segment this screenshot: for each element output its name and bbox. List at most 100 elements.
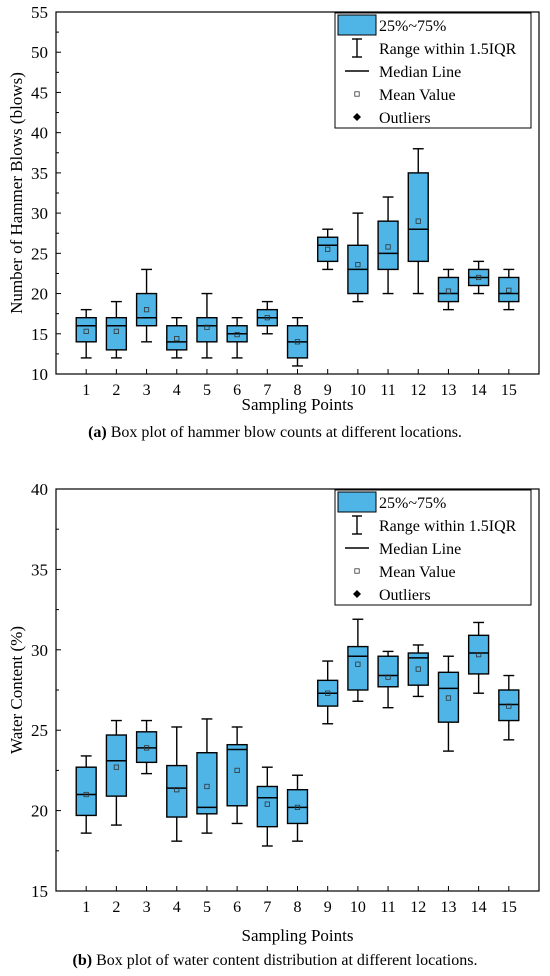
box-iqr	[407, 652, 429, 686]
x-tick-label: 11	[380, 899, 395, 916]
x-tick-label: 13	[440, 899, 456, 916]
x-tick-label: 7	[263, 382, 271, 399]
legend-label-median: Median Line	[379, 541, 461, 558]
box-8	[286, 316, 309, 367]
x-tick-label: 14	[471, 899, 487, 916]
legend: 25%~75% Range within 1.5IQR Median Line Mea…	[334, 489, 532, 606]
y-tick-label: 15	[31, 325, 48, 344]
box-5	[196, 292, 218, 359]
box-iqr	[166, 325, 188, 351]
box-6	[226, 726, 248, 825]
box-iqr	[498, 276, 520, 303]
x-axis-label: Sampling Points	[242, 926, 354, 945]
x-tick-label: 12	[410, 382, 426, 399]
mean-marker	[385, 244, 391, 250]
box-9	[317, 660, 339, 725]
y-tick-label: 15	[31, 882, 48, 901]
box-iqr	[317, 236, 339, 263]
mean-marker	[445, 695, 452, 701]
box-iqr	[286, 788, 309, 825]
x-axis-label: Sampling Points	[242, 395, 354, 414]
mean-marker	[234, 331, 240, 338]
box-12	[407, 148, 429, 295]
x-tick-label: 14	[471, 382, 487, 399]
mean-marker	[506, 287, 512, 293]
x-tick-label: 1	[82, 382, 90, 399]
box-3	[135, 268, 158, 343]
box-iqr	[105, 734, 128, 797]
box-7	[256, 766, 278, 847]
box-iqr	[498, 689, 520, 722]
y-tick-label: 30	[31, 641, 48, 660]
mean-marker	[264, 801, 270, 807]
box-iqr	[135, 731, 158, 764]
mean-marker	[234, 767, 240, 774]
legend-label-mean: Mean Value	[379, 564, 456, 581]
box-1	[75, 755, 97, 834]
mean-marker	[113, 764, 119, 770]
mean-marker	[325, 246, 331, 252]
mean-marker	[476, 652, 482, 658]
mean-marker	[415, 666, 421, 672]
mean-marker	[355, 661, 361, 667]
caption-label: (b)	[73, 952, 93, 969]
box-iqr	[347, 645, 369, 691]
x-tick-label: 9	[324, 899, 332, 916]
box-15	[498, 674, 520, 741]
mean-marker	[294, 804, 301, 810]
box-3	[135, 719, 158, 775]
y-tick-label: 50	[31, 43, 48, 62]
legend-label-mean: Mean Value	[379, 87, 456, 104]
box-iqr	[226, 743, 248, 807]
legend-label-outliers: Outliers	[379, 110, 431, 127]
box-11	[377, 196, 399, 295]
x-tick-label: 10	[350, 382, 366, 399]
x-tick-label: 8	[294, 382, 302, 399]
y-tick-label: 20	[31, 802, 48, 821]
legend-label-box: 25%~75%	[379, 18, 446, 35]
x-tick-label: 6	[233, 899, 241, 916]
mean-marker	[476, 274, 482, 281]
box-5	[196, 718, 218, 834]
box-10	[347, 212, 369, 303]
figure-caption: (b) Box plot of water content distributi…	[73, 952, 478, 969]
box-iqr	[75, 316, 97, 343]
x-tick-label: 8	[294, 899, 302, 916]
x-tick-label: 11	[380, 382, 395, 399]
mean-marker	[325, 690, 331, 696]
box-2	[105, 300, 128, 359]
box-14	[467, 621, 490, 694]
legend-mean-swatch	[354, 91, 360, 97]
mean-marker	[264, 315, 270, 321]
y-tick-label: 35	[31, 164, 48, 183]
box-iqr	[467, 634, 490, 675]
y-tick-label: 40	[31, 480, 48, 499]
y-axis-label: Number of Hammer Blows (blows)	[7, 72, 26, 314]
x-tick-label: 6	[233, 382, 241, 399]
box-6	[226, 316, 248, 359]
legend: 25%~75% Range within 1.5IQR Median Line Mea…	[334, 12, 532, 129]
box-9	[317, 228, 339, 271]
legend-label-box: 25%~75%	[379, 495, 446, 512]
x-tick-label: 15	[501, 382, 517, 399]
x-tick-label: 10	[350, 899, 366, 916]
caption-label: (a)	[88, 424, 107, 441]
y-tick-label: 30	[31, 204, 48, 223]
y-tick-label: 10	[31, 365, 48, 384]
legend-outlier-swatch	[353, 590, 361, 598]
y-tick-label: 25	[31, 721, 48, 740]
mean-marker	[83, 328, 89, 334]
mean-marker	[204, 783, 210, 790]
legend-box-swatch	[337, 14, 377, 36]
mean-marker	[174, 787, 180, 793]
y-tick-label: 55	[31, 3, 48, 22]
x-tick-label: 4	[173, 899, 181, 916]
box-10	[347, 618, 369, 702]
x-tick-label: 12	[410, 899, 426, 916]
x-tick-label: 5	[203, 899, 211, 916]
x-tick-label: 1	[82, 899, 90, 916]
box-8	[286, 774, 309, 842]
y-tick-label: 25	[31, 244, 48, 263]
